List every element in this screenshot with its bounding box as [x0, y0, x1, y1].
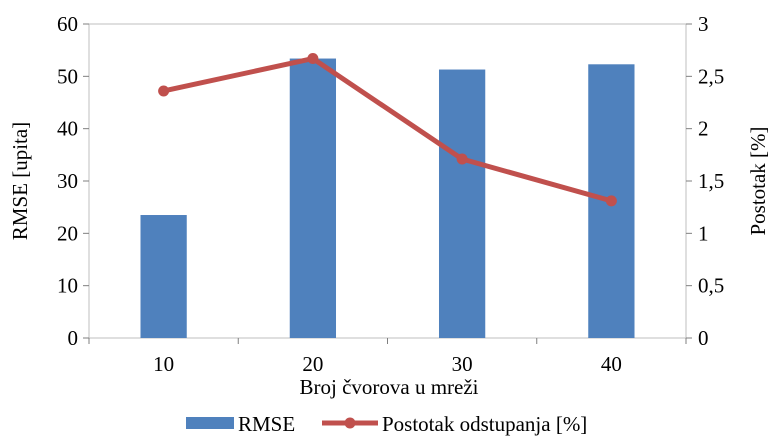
x-tick-label: 30 [452, 352, 473, 376]
right-axis-title: Postotak [%] [746, 126, 770, 235]
legend: RMSE Postotak odstupanja [%] [186, 412, 587, 436]
rmse-bar [438, 69, 486, 338]
legend-label-rmse: RMSE [238, 412, 295, 436]
legend-label-percent: Postotak odstupanja [%] [382, 412, 587, 436]
legend-swatch-marker [344, 417, 356, 429]
right-tick-label: 3 [698, 12, 709, 36]
right-axis-ticks: 0 0,5 1 1,5 2 2,5 3 [686, 12, 724, 350]
left-tick-label: 30 [57, 169, 78, 193]
left-tick-label: 50 [57, 64, 78, 88]
left-tick-label: 60 [57, 12, 78, 36]
percent-point [456, 153, 468, 165]
rmse-bar [140, 215, 187, 338]
percent-point [158, 85, 170, 97]
x-tick-label: 10 [153, 352, 174, 376]
left-axis-ticks: 0 10 20 30 40 50 60 [57, 12, 89, 350]
left-tick-label: 0 [68, 326, 79, 350]
left-tick-label: 10 [57, 274, 78, 298]
x-tick-label: 40 [601, 352, 622, 376]
percent-line-path [163, 56, 613, 204]
rmse-bars [140, 58, 635, 339]
x-axis-ticks: 10 20 30 40 [88, 338, 687, 376]
right-tick-label: 1 [698, 221, 709, 245]
right-tick-label: 2,5 [698, 64, 724, 88]
percent-point [605, 195, 617, 207]
right-tick-label: 0 [698, 326, 709, 350]
right-tick-label: 2 [698, 117, 709, 141]
percent-point [307, 53, 319, 65]
x-tick-label: 20 [302, 352, 323, 376]
x-axis-title: Broj čvorova u mreži [299, 375, 478, 399]
left-axis-title: RMSE [upita] [8, 122, 32, 240]
right-tick-label: 1,5 [698, 169, 724, 193]
legend-swatch-rmse [186, 417, 234, 429]
rmse-bar [289, 58, 337, 338]
percent-line [158, 53, 617, 207]
left-tick-label: 40 [57, 117, 78, 141]
right-tick-label: 0,5 [698, 274, 724, 298]
left-tick-label: 20 [57, 221, 78, 245]
